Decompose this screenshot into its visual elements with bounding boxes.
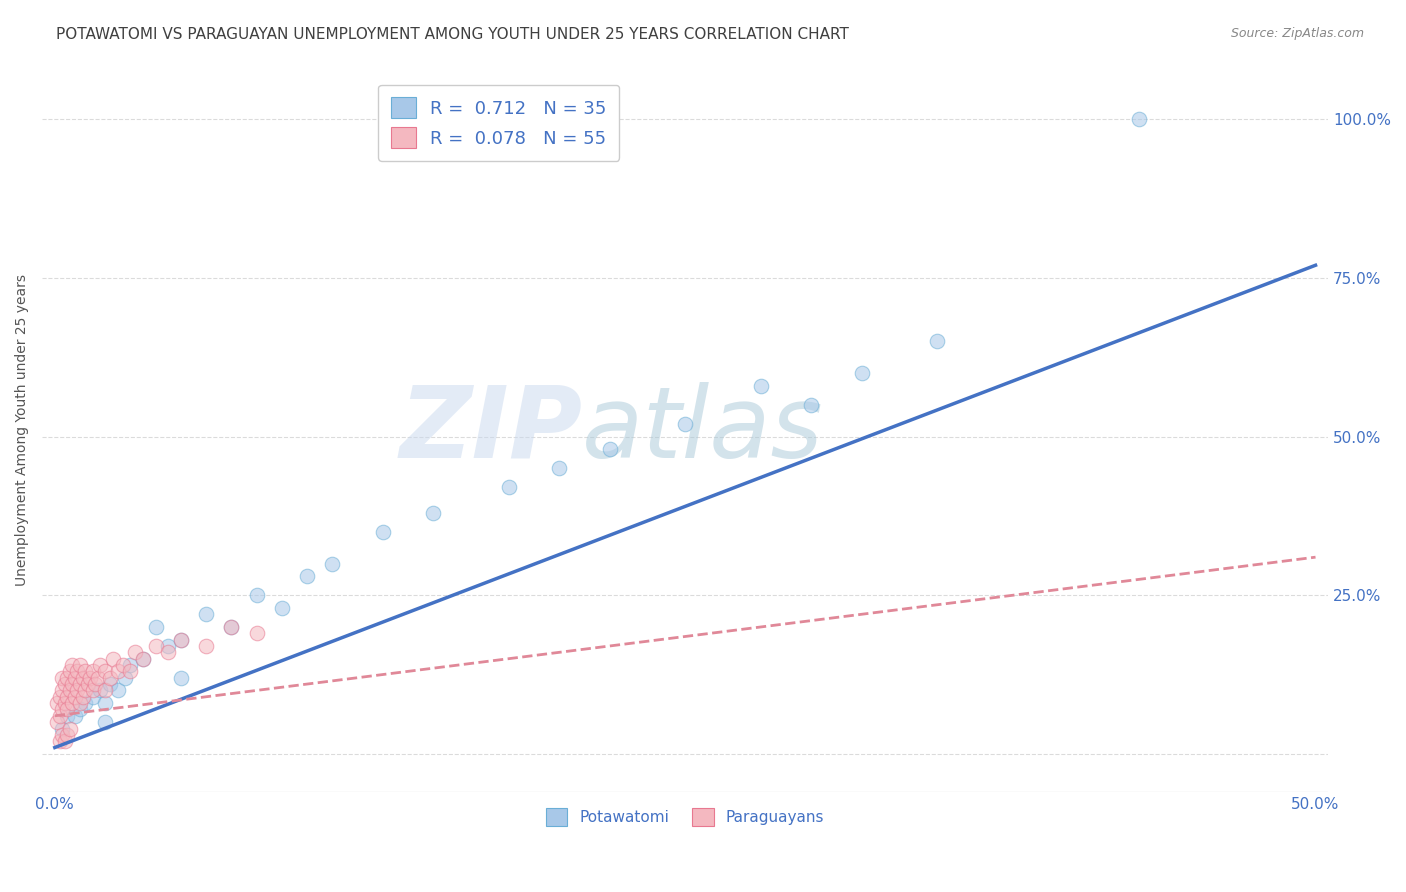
Point (72, 671, 94, 685)
Point (46, 696, 69, 710)
Point (82, 690, 104, 704)
Point (673, 417, 696, 431)
Y-axis label: Unemployment Among Youth under 25 years: Unemployment Among Youth under 25 years (15, 274, 30, 586)
Point (157, 645, 180, 659)
Point (63, 708, 86, 723)
Point (94, 665, 117, 679)
Point (51, 683, 73, 698)
Text: ZIP: ZIP (399, 382, 582, 479)
Point (132, 651, 155, 665)
Point (69, 702, 91, 716)
Point (86, 671, 108, 685)
Point (107, 683, 129, 698)
Point (66, 683, 89, 698)
Point (245, 588, 267, 602)
Point (73, 665, 96, 679)
Point (53, 677, 76, 691)
Point (63, 690, 86, 704)
Point (120, 665, 142, 679)
Point (114, 671, 136, 685)
Point (79, 671, 101, 685)
Point (170, 632, 193, 647)
Point (62, 658, 84, 673)
Point (56, 702, 79, 716)
Point (76, 677, 98, 691)
Point (221, 620, 243, 634)
Point (66, 665, 89, 679)
Point (851, 366, 873, 380)
Point (82, 683, 104, 698)
Point (170, 671, 193, 685)
Point (56, 690, 79, 704)
Point (599, 442, 621, 457)
Point (98, 677, 121, 691)
Point (422, 506, 444, 520)
Point (62, 696, 84, 710)
Point (927, 334, 949, 349)
Point (46, 715, 69, 730)
Point (59, 722, 82, 736)
Point (371, 524, 394, 539)
Point (51, 722, 73, 736)
Point (195, 607, 218, 622)
Point (195, 639, 218, 653)
Point (94, 683, 117, 698)
Point (101, 651, 124, 665)
Point (170, 632, 193, 647)
Point (800, 398, 823, 412)
Point (56, 728, 79, 742)
Point (124, 645, 146, 659)
Point (51, 728, 73, 742)
Point (89, 683, 111, 698)
Point (49, 690, 72, 704)
Point (94, 715, 117, 730)
Point (548, 461, 571, 475)
Point (145, 639, 167, 653)
Point (98, 671, 121, 685)
Point (82, 665, 104, 679)
Point (321, 557, 343, 571)
Point (69, 677, 91, 691)
Point (120, 658, 142, 673)
Point (49, 734, 72, 748)
Point (221, 620, 243, 634)
Point (73, 683, 96, 698)
Text: atlas: atlas (582, 382, 824, 479)
Point (89, 658, 111, 673)
Point (94, 696, 117, 710)
Point (295, 569, 318, 583)
Legend: Potawatomi, Paraguayans: Potawatomi, Paraguayans (537, 799, 834, 835)
Point (63, 671, 86, 685)
Point (84, 677, 107, 691)
Point (51, 702, 73, 716)
Point (56, 671, 79, 685)
Point (69, 696, 91, 710)
Point (145, 620, 167, 634)
Point (59, 665, 82, 679)
Point (1128, 112, 1150, 127)
Point (62, 677, 84, 691)
Point (498, 480, 520, 494)
Point (72, 690, 94, 704)
Text: POTAWATOMI VS PARAGUAYAN UNEMPLOYMENT AMONG YOUTH UNDER 25 YEARS CORRELATION CHA: POTAWATOMI VS PARAGUAYAN UNEMPLOYMENT AM… (56, 27, 849, 42)
Point (56, 708, 79, 723)
Point (49, 708, 72, 723)
Point (111, 658, 134, 673)
Point (749, 379, 772, 393)
Point (132, 651, 155, 665)
Point (245, 626, 267, 640)
Point (107, 665, 129, 679)
Point (53, 734, 76, 748)
Point (51, 671, 73, 685)
Point (69, 658, 91, 673)
Point (53, 696, 76, 710)
Point (157, 639, 180, 653)
Text: Source: ZipAtlas.com: Source: ZipAtlas.com (1230, 27, 1364, 40)
Point (59, 683, 82, 698)
Point (73, 696, 96, 710)
Point (270, 601, 292, 615)
